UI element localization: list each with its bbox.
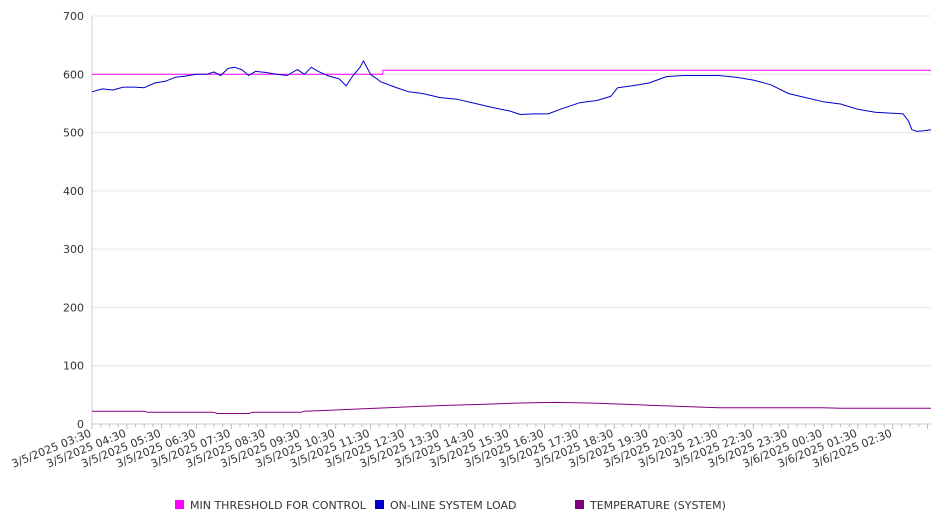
legend-item: TEMPERATURE (SYSTEM) [575, 499, 726, 512]
legend-swatch [175, 500, 184, 509]
legend-label: ON-LINE SYSTEM LOAD [390, 499, 516, 512]
y-tick-label: 700 [63, 10, 84, 23]
series-lines [91, 60, 932, 414]
y-tick-label: 400 [63, 185, 84, 198]
y-tick-label: 200 [63, 301, 84, 314]
y-tick-label: 0 [77, 418, 84, 431]
legend-item: MIN THRESHOLD FOR CONTROL [175, 499, 367, 512]
y-tick-label: 500 [63, 127, 84, 140]
legend-swatch [575, 500, 584, 509]
series-line-on-line-system-load [91, 60, 932, 132]
y-tick-label: 600 [63, 68, 84, 81]
series-line-temperature-system [92, 401, 931, 414]
legend-label: MIN THRESHOLD FOR CONTROL [190, 499, 367, 512]
legend-swatch [375, 500, 384, 509]
y-tick-label: 100 [63, 360, 84, 373]
grid-lines [92, 15, 931, 425]
legend-label: TEMPERATURE (SYSTEM) [589, 499, 726, 512]
y-tick-label: 300 [63, 243, 84, 256]
series-line-min-threshold-for-control [92, 69, 931, 75]
legend: MIN THRESHOLD FOR CONTROL ON-LINE SYSTEM … [175, 499, 726, 512]
legend-item: ON-LINE SYSTEM LOAD [375, 499, 516, 512]
